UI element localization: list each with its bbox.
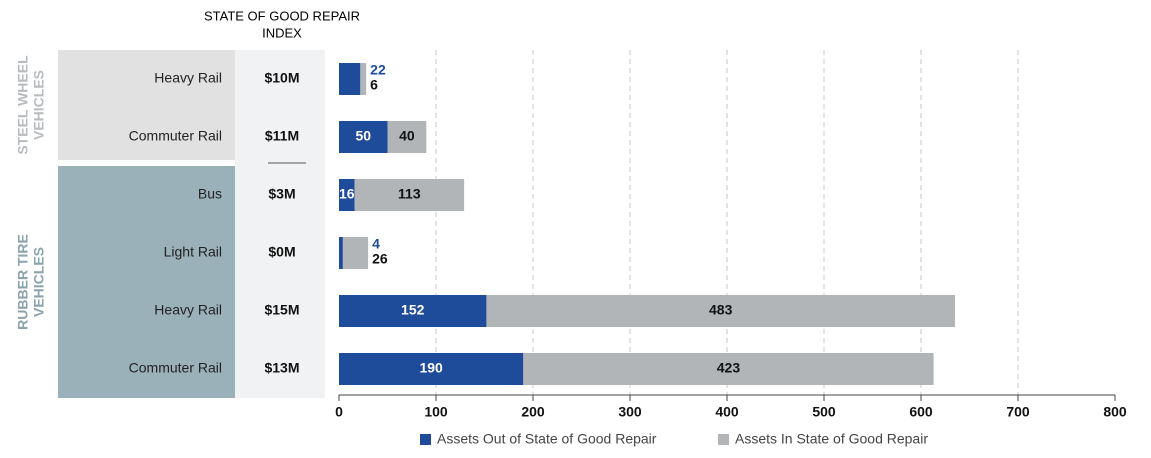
category-label: Heavy Rail (154, 70, 222, 86)
index-column (235, 50, 325, 398)
bar (387, 121, 427, 153)
index-value: $0M (268, 244, 295, 260)
bar (339, 237, 343, 269)
legend-label: Assets Out of State of Good Repair (437, 431, 657, 447)
group-label: VEHICLES (31, 247, 47, 317)
bar (523, 353, 934, 385)
value-label: 483 (709, 302, 733, 318)
value-label: 6 (370, 77, 378, 93)
bar (342, 237, 369, 269)
x-tick-label: 100 (424, 404, 448, 420)
index-value: $13M (264, 360, 299, 376)
x-tick-label: 200 (521, 404, 545, 420)
value-label: 152 (401, 302, 425, 318)
value-label: 22 (370, 62, 386, 78)
group-box (58, 166, 235, 398)
index-value: $15M (264, 302, 299, 318)
bar (339, 121, 388, 153)
category-label: Heavy Rail (154, 302, 222, 318)
legend-label: Assets In State of Good Repair (735, 431, 928, 447)
value-label: 40 (399, 128, 415, 144)
bar (360, 63, 367, 95)
index-value: $11M (265, 128, 299, 144)
bar (339, 295, 487, 327)
value-label: 4 (372, 236, 380, 252)
value-label: 26 (372, 251, 388, 267)
index-value: $10M (264, 70, 299, 86)
legend-swatch (420, 434, 431, 445)
value-label: 16 (339, 186, 355, 202)
index-header: STATE OF GOOD REPAIR (204, 8, 360, 23)
group-label: STEEL WHEEL (15, 55, 31, 155)
value-label: 113 (398, 186, 421, 202)
bar (339, 63, 361, 95)
index-header: INDEX (262, 25, 302, 40)
x-tick-label: 0 (335, 404, 343, 420)
legend-swatch (718, 434, 729, 445)
value-label: 50 (355, 128, 371, 144)
bar (339, 179, 355, 211)
bar (486, 295, 955, 327)
group-box (58, 50, 235, 160)
category-label: Commuter Rail (129, 128, 222, 144)
group-label: RUBBER TIRE (15, 234, 31, 330)
bar (339, 353, 524, 385)
value-label: 190 (419, 360, 443, 376)
category-label: Commuter Rail (129, 360, 222, 376)
x-tick-label: 800 (1103, 404, 1127, 420)
x-tick-label: 400 (715, 404, 739, 420)
group-label: VEHICLES (31, 70, 47, 140)
category-label: Bus (198, 186, 222, 202)
x-tick-label: 500 (812, 404, 836, 420)
value-label: 423 (717, 360, 741, 376)
bar (354, 179, 465, 211)
x-tick-label: 300 (618, 404, 642, 420)
x-tick-label: 700 (1006, 404, 1030, 420)
index-value: $3M (268, 186, 295, 202)
x-tick-label: 600 (909, 404, 933, 420)
category-label: Light Rail (164, 244, 222, 260)
